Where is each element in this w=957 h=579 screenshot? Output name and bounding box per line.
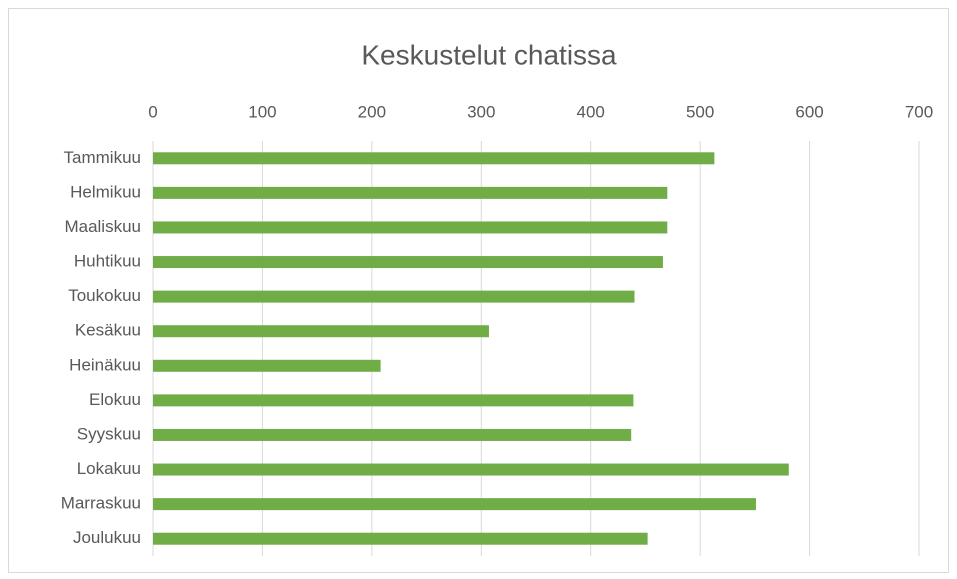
bar <box>153 290 635 303</box>
chart-border <box>8 8 949 573</box>
y-tick-label: Maaliskuu <box>64 217 141 236</box>
y-tick-label: Elokuu <box>89 390 141 409</box>
bar <box>153 152 715 165</box>
y-tick-label: Syyskuu <box>77 424 141 443</box>
bar <box>153 532 648 545</box>
y-tick-label: Kesäkuu <box>75 321 141 340</box>
y-tick-label: Helmikuu <box>70 182 141 201</box>
y-tick-label: Tammikuu <box>64 148 141 167</box>
chart-title: Keskustelut chatissa <box>361 39 617 70</box>
bar <box>153 325 489 338</box>
x-tick-label: 500 <box>686 102 714 121</box>
y-tick-label: Heinäkuu <box>69 355 141 374</box>
bar <box>153 221 668 234</box>
bar <box>153 256 663 269</box>
bar <box>153 463 789 476</box>
y-tick-label: Marraskuu <box>61 494 141 513</box>
x-tick-label: 600 <box>795 102 823 121</box>
y-tick-label: Huhtikuu <box>74 252 141 271</box>
bar <box>153 186 668 199</box>
bar <box>153 428 632 441</box>
x-tick-label: 200 <box>358 102 386 121</box>
x-tick-label: 400 <box>577 102 605 121</box>
bar <box>153 394 634 407</box>
bar <box>153 359 381 372</box>
x-tick-label: 0 <box>148 102 157 121</box>
x-tick-label: 700 <box>905 102 933 121</box>
y-tick-label: Toukokuu <box>68 286 141 305</box>
x-tick-label: 300 <box>467 102 495 121</box>
x-tick-label: 100 <box>248 102 276 121</box>
y-tick-label: Lokakuu <box>77 459 141 478</box>
bar <box>153 498 756 511</box>
y-tick-label: Joulukuu <box>73 528 141 547</box>
